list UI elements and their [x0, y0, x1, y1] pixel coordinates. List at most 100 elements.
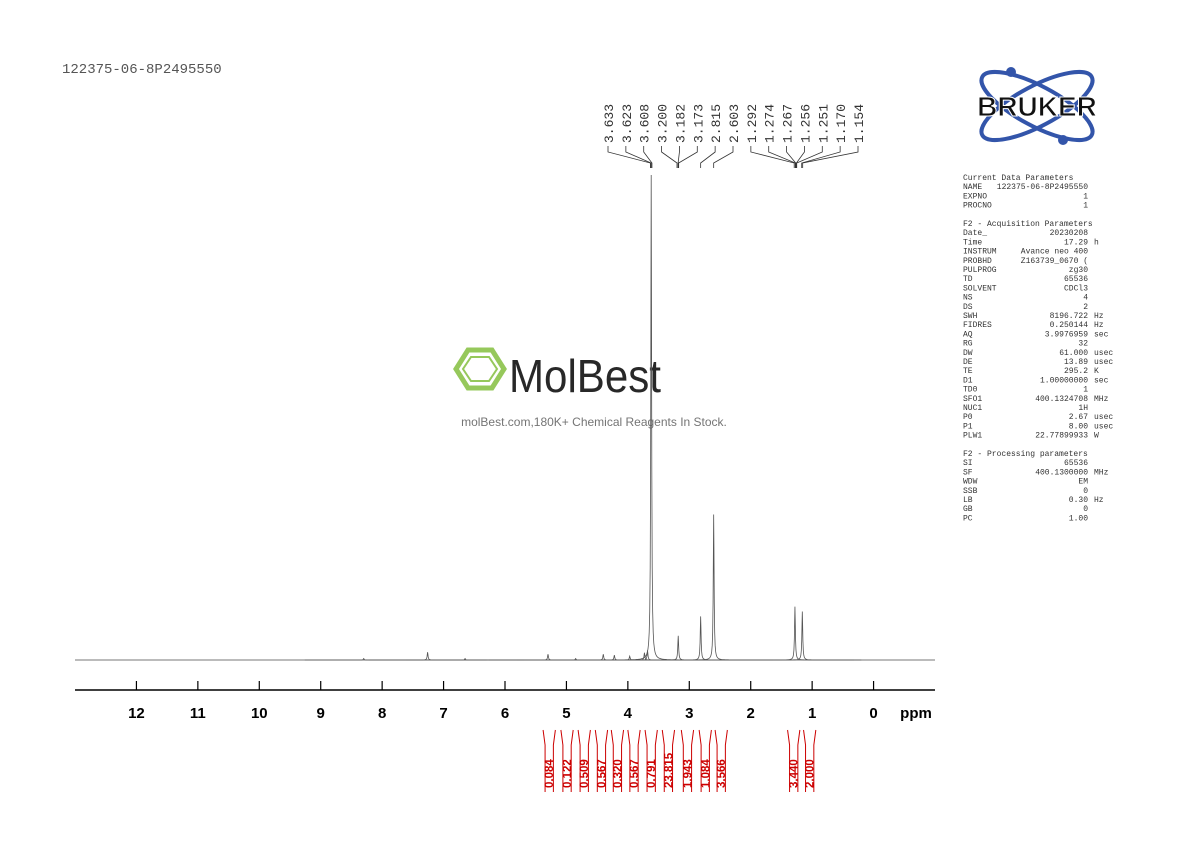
- watermark: MolBest molBest.com,180K+ Chemical Reage…: [453, 347, 727, 429]
- param-key: PULPROG: [963, 266, 997, 275]
- bruker-logo: BRUKER: [977, 67, 1097, 145]
- param-unit: usec: [1094, 358, 1113, 367]
- param-key: SWH: [963, 312, 978, 321]
- peak-label: 3.200: [656, 104, 671, 143]
- param-unit: Hz: [1094, 312, 1104, 321]
- param-key: NUC1: [963, 404, 982, 413]
- integral-bracket: [661, 729, 676, 792]
- peak-connector: [607, 146, 651, 168]
- param-value: 2: [1083, 303, 1088, 312]
- param-value: 65536: [1064, 275, 1088, 284]
- peak-label: 2.603: [727, 104, 742, 143]
- integral-value: 3.440: [789, 759, 801, 788]
- param-heading: Current Data Parameters: [963, 174, 1074, 183]
- param-value: 61.000: [1059, 349, 1088, 358]
- param-unit: usec: [1094, 422, 1113, 431]
- param-key: AQ: [963, 330, 973, 339]
- x-tick-label: 5: [562, 705, 570, 722]
- param-value: 20230208: [1050, 229, 1089, 238]
- param-unit: sec: [1094, 330, 1109, 339]
- param-key: PROBHD: [963, 257, 992, 266]
- peak-label: 3.608: [638, 104, 653, 143]
- integral-bracket: [803, 729, 817, 792]
- integral-value: 0.791: [646, 759, 658, 788]
- param-key: NS: [963, 294, 973, 303]
- peak-connector: [796, 146, 805, 168]
- param-value: 2.67: [1069, 413, 1088, 422]
- param-unit: Hz: [1094, 496, 1104, 505]
- param-value: 13.89: [1064, 358, 1088, 367]
- integral-value: 0.509: [579, 759, 591, 788]
- integral-value: 0.567: [629, 759, 641, 788]
- param-value: 17.29: [1064, 238, 1088, 247]
- watermark-brand: MolBest: [509, 350, 661, 402]
- x-tick-label: 10: [251, 705, 268, 722]
- param-unit: K: [1094, 367, 1099, 376]
- integral-value: 1.084: [700, 759, 712, 788]
- param-heading: F2 - Acquisition Parameters: [963, 220, 1093, 229]
- param-value: Z163739_0670 (: [1021, 257, 1088, 266]
- integral-value: 23.815: [663, 752, 675, 788]
- integral-value: 3.566: [716, 759, 728, 788]
- param-value: 1.00: [1069, 514, 1088, 523]
- param-unit: sec: [1094, 376, 1109, 385]
- param-key: P0: [963, 413, 973, 422]
- spectrum-peak: [489, 654, 607, 661]
- peak-connector: [661, 146, 678, 168]
- param-key: EXPNO: [963, 192, 987, 201]
- param-heading: F2 - Processing parameters: [963, 450, 1088, 459]
- param-key: DS: [963, 303, 973, 312]
- param-value: 1H: [1078, 404, 1088, 413]
- param-value: 65536: [1064, 459, 1088, 468]
- param-key: WDW: [963, 478, 978, 487]
- peak-connector: [802, 146, 859, 168]
- param-unit: W: [1094, 432, 1099, 441]
- peak-connector: [625, 146, 652, 168]
- param-key: TD0: [963, 386, 978, 395]
- param-key: SF: [963, 468, 973, 477]
- param-value: zg30: [1069, 266, 1088, 275]
- x-tick-label: 0: [869, 705, 877, 722]
- integral-bracket: [610, 729, 625, 792]
- integral-bracket: [644, 729, 658, 792]
- peak-label: 3.173: [691, 104, 706, 143]
- param-value: 1.00000000: [1040, 376, 1088, 385]
- integral-bracket: [787, 729, 801, 792]
- peak-label: 1.154: [852, 104, 867, 143]
- x-axis-label: ppm: [900, 705, 932, 722]
- param-value: 0: [1083, 505, 1088, 514]
- peak-connector: [768, 146, 796, 168]
- param-key: PC: [963, 514, 973, 523]
- integral-bracket: [560, 729, 574, 792]
- integral-bracket: [542, 729, 556, 792]
- peak-connector: [750, 146, 795, 168]
- param-key: Date_: [963, 229, 987, 238]
- integral-value: 0.567: [596, 759, 608, 788]
- peak-label: 1.170: [834, 104, 849, 143]
- param-value: 400.1324708: [1035, 395, 1088, 404]
- spectrum-peak: [743, 611, 862, 661]
- peak-label: 3.623: [620, 104, 635, 143]
- x-tick-label: 4: [624, 705, 633, 722]
- param-key: GB: [963, 505, 973, 514]
- spectrum-peak: [735, 606, 854, 661]
- logo-text: BRUKER: [977, 91, 1097, 122]
- spectrum-peak: [555, 655, 674, 661]
- param-unit: h: [1094, 238, 1099, 247]
- peak-connector: [713, 146, 734, 168]
- spectrum-peak: [619, 635, 738, 661]
- peak-connector: [786, 146, 797, 168]
- peak-connector: [801, 146, 841, 168]
- peak-connector: [796, 146, 823, 168]
- param-value: 22.77899933: [1035, 432, 1088, 441]
- integral-bracket: [714, 729, 728, 792]
- param-value: 1: [1083, 202, 1088, 211]
- param-key: TD: [963, 275, 973, 284]
- x-tick-label: 2: [747, 705, 755, 722]
- param-key: INSTRUM: [963, 248, 997, 257]
- param-value: EM: [1078, 478, 1088, 487]
- param-key: FIDRES: [963, 321, 992, 330]
- integral-bracket: [577, 729, 591, 792]
- spectrum-peak: [654, 514, 773, 661]
- x-tick-label: 6: [501, 705, 509, 722]
